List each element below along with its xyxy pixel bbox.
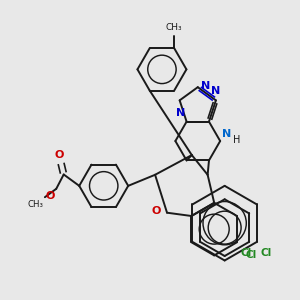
Text: H: H (233, 135, 240, 145)
Text: O: O (151, 206, 160, 216)
Text: N: N (222, 129, 231, 139)
Text: O: O (45, 191, 55, 201)
Text: N: N (201, 81, 211, 91)
Text: Cl: Cl (241, 248, 252, 258)
Text: CH₃: CH₃ (166, 23, 182, 32)
Text: N: N (211, 86, 220, 96)
Text: Cl: Cl (245, 250, 256, 260)
Text: CH₃: CH₃ (27, 200, 44, 208)
Text: O: O (55, 150, 64, 160)
Text: N: N (176, 108, 185, 118)
Text: Cl: Cl (261, 248, 272, 258)
